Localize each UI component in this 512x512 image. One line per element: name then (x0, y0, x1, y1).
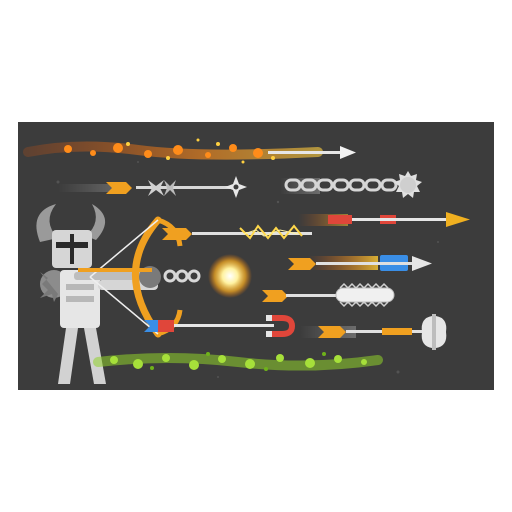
magnet-icon (266, 315, 296, 337)
lightning-arrow (162, 224, 312, 240)
double-axe-icon (421, 314, 447, 350)
game-scene (18, 122, 494, 390)
archer-character (36, 204, 158, 384)
chain-mace-arrow (280, 171, 422, 198)
poison-arrow (93, 352, 383, 371)
arrow-showcase-artwork (23, 138, 470, 384)
axe-arrow (300, 314, 447, 350)
jet-arrow (288, 255, 432, 271)
fire-arrow (23, 138, 356, 164)
background-dust (56, 161, 439, 378)
chainsaw-icon (335, 287, 395, 303)
golden-bow (89, 216, 183, 338)
shuriken-icon (225, 176, 247, 198)
muzzle-flash-shot (208, 254, 252, 298)
rocket-arrow (298, 212, 470, 227)
right-horn-icon (86, 204, 106, 240)
magnet-arrow (144, 315, 296, 337)
spiked-ball-icon (394, 171, 422, 198)
shuriken-arrow (58, 176, 247, 198)
chainsaw-arrow (262, 282, 395, 308)
chain-shot (78, 268, 201, 283)
